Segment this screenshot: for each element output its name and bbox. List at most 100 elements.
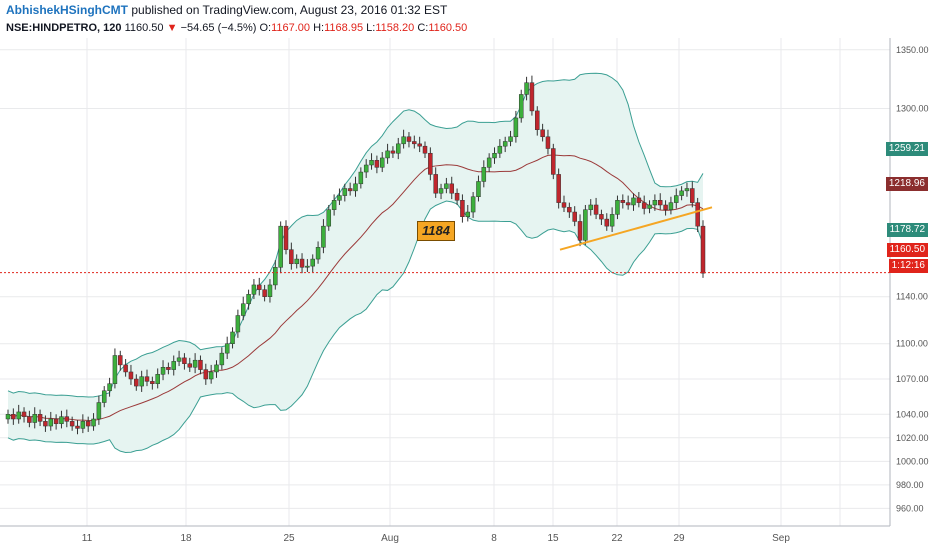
x-tick-label: 29: [673, 533, 685, 544]
y-tick-label: 1300.00: [896, 104, 929, 114]
candle-body: [230, 331, 235, 344]
candle-body: [492, 152, 497, 159]
candle-body: [182, 357, 187, 364]
y-tick-label: 960.00: [896, 503, 924, 513]
candle-body: [235, 315, 241, 333]
candle-body: [53, 418, 59, 424]
candle-body: [545, 136, 551, 149]
open-label: O:: [259, 22, 272, 34]
candle-body: [470, 196, 476, 213]
candle-body: [663, 204, 668, 210]
candle-body: [289, 249, 294, 265]
candle-body: [572, 211, 577, 222]
y-tick-label: 1000.00: [896, 456, 929, 466]
last-price: 1160.50: [124, 22, 164, 34]
candle-body: [118, 355, 123, 366]
candle-body: [21, 411, 27, 417]
candle-body: [251, 284, 257, 295]
bollinger-basis: [7, 154, 704, 422]
high-label: H:: [313, 22, 325, 34]
candle-body: [37, 414, 43, 422]
author-link[interactable]: AbhishekHSinghCMT: [6, 3, 128, 17]
candle-body: [326, 209, 332, 227]
candle-body: [112, 355, 118, 384]
price-chart[interactable]: 1350.00 1300.00 1140.00 1100.00 1070.00 1040.…: [0, 38, 932, 550]
candle-body: [567, 207, 572, 213]
candle-body: [551, 148, 556, 175]
candle-body: [535, 110, 540, 130]
candle-body: [155, 374, 160, 384]
candle-body: [43, 421, 48, 427]
candle-body: [240, 303, 246, 316]
published-text: published on TradingView.com, August 23,…: [131, 3, 448, 17]
candle-body: [615, 200, 620, 215]
candle-body: [604, 218, 610, 227]
candle-body: [283, 225, 289, 250]
candle-body: [497, 145, 503, 154]
candle-body: [700, 225, 706, 274]
candle-body: [374, 160, 380, 168]
candle-body: [476, 181, 481, 197]
price-tag: 1178.72: [886, 223, 928, 237]
candle-body: [96, 402, 102, 420]
candle-body: [5, 414, 11, 420]
candle-body: [75, 425, 80, 429]
x-tick-label: 22: [611, 533, 623, 544]
candle-body: [524, 82, 529, 95]
candle-body: [668, 202, 674, 210]
candle-body: [246, 294, 251, 305]
candle-body: [412, 141, 417, 145]
chart-header: AbhishekHSinghCMT published on TradingVi…: [0, 0, 932, 40]
candle-body: [203, 369, 209, 380]
candle-body: [342, 188, 348, 196]
price-tag: 1:12:16: [888, 259, 928, 273]
symbol-line: NSE:HINDPETRO, 120 1160.50 ▼ −54.65 (−4.…: [6, 22, 467, 34]
candle-body: [11, 414, 16, 420]
close-value: 1160.50: [428, 22, 468, 34]
candle-body: [278, 225, 283, 268]
candle-body: [48, 418, 54, 427]
candle-body: [674, 195, 679, 203]
x-tick-label: 11: [82, 533, 93, 544]
annotation-label[interactable]: 1184: [417, 221, 455, 241]
candle-body: [695, 202, 700, 227]
candle-body: [641, 202, 647, 209]
close-label: C:: [417, 22, 429, 34]
candle-body: [27, 416, 32, 423]
candle-body: [299, 258, 305, 268]
low-label: L:: [366, 22, 376, 34]
candle-body: [588, 204, 593, 210]
symbol-label[interactable]: NSE:HINDPETRO, 120: [6, 22, 122, 34]
candle-body: [529, 82, 535, 112]
candle-body: [347, 188, 353, 192]
candle-body: [428, 152, 433, 175]
candle-body: [214, 364, 219, 373]
y-tick-label: 1070.00: [896, 374, 929, 384]
candle-body: [91, 418, 96, 427]
candle-body: [444, 183, 449, 189]
candle-body: [123, 364, 128, 373]
candle-body: [369, 160, 374, 166]
candle-body: [599, 214, 604, 220]
candle-body: [321, 225, 326, 248]
candle-body: [486, 157, 492, 168]
y-tick-label: 1100.00: [896, 339, 928, 349]
candle-body: [609, 214, 615, 227]
candle-body: [257, 284, 262, 290]
candle-body: [59, 416, 64, 424]
candle-body: [652, 200, 658, 206]
down-arrow-icon: ▼: [166, 22, 178, 34]
candle-body: [513, 117, 519, 138]
candle-body: [422, 145, 428, 154]
candle-body: [107, 383, 112, 392]
candle-body: [310, 258, 315, 267]
x-tick-label: Sep: [772, 533, 790, 544]
x-tick-label: 25: [283, 533, 295, 544]
candle-body: [417, 143, 422, 147]
candle-body: [160, 367, 166, 375]
candle-body: [636, 197, 642, 203]
candle-body: [337, 195, 342, 201]
candle-body: [481, 167, 487, 182]
candle-body: [449, 183, 454, 194]
x-tick-label: 8: [491, 533, 497, 544]
